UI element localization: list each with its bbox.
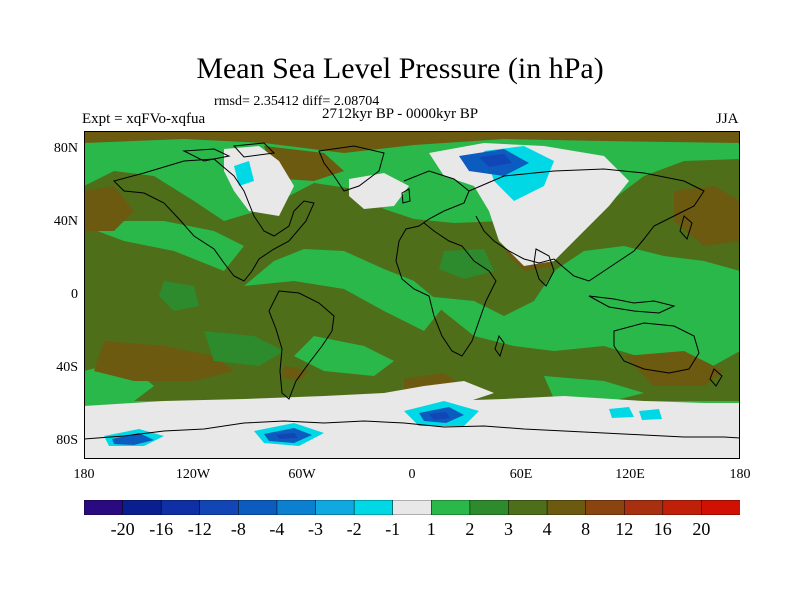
colorbar-swatch — [701, 499, 741, 516]
colorbar-swatch — [508, 499, 548, 516]
colorbar-label: 12 — [615, 519, 634, 539]
colorbar-label: 2 — [465, 519, 475, 539]
colorbar-label: -8 — [230, 519, 246, 539]
colorbar-swatch — [431, 499, 471, 516]
colorbar-label: -2 — [346, 519, 362, 539]
pressure-map — [83, 131, 741, 459]
lon-tick: 60W — [288, 467, 316, 482]
colorbar-swatch — [546, 499, 587, 516]
colorbar-swatch — [122, 499, 162, 516]
colorbar-label: -1 — [385, 519, 401, 539]
mid-green-regions — [159, 249, 494, 366]
neutral-regions — [84, 143, 740, 459]
colorbar-swatch — [623, 499, 664, 516]
colorbar-swatch — [662, 499, 703, 516]
lon-tick: 180 — [729, 467, 751, 482]
lat-tick: 0 — [71, 287, 78, 302]
lon-tick: 120W — [175, 467, 211, 482]
colorbar-label: -16 — [149, 519, 174, 539]
colorbar-label: 4 — [542, 519, 552, 539]
colorbar-label: -3 — [308, 519, 323, 539]
colorbar — [83, 499, 741, 516]
colorbar-label: -4 — [269, 519, 285, 539]
colorbar-label: 3 — [504, 519, 513, 539]
lon-tick: 180 — [73, 467, 95, 482]
colorbar-swatch — [238, 499, 278, 516]
map-panel — [83, 131, 741, 459]
coastlines — [83, 142, 741, 440]
colorbar-swatches — [83, 499, 741, 516]
colorbar-label: 8 — [581, 519, 591, 539]
colorbar-swatch — [315, 499, 355, 516]
map-frame — [84, 131, 740, 459]
lon-tick: 0 — [408, 467, 416, 482]
lat-tick: 80S — [56, 433, 78, 448]
colorbar-label: 1 — [426, 519, 436, 539]
colorbar-swatch — [276, 499, 317, 516]
colorbar-swatch — [160, 499, 201, 516]
colorbar-swatch — [469, 499, 510, 516]
colorbar-label: 16 — [653, 519, 672, 539]
season-label: JJA — [716, 111, 739, 127]
colorbar-swatch — [585, 499, 625, 516]
lat-tick: 40N — [53, 214, 78, 229]
colorbar-swatch — [392, 499, 433, 516]
colorbar-label: -12 — [187, 519, 212, 539]
map-title: Mean Sea Level Pressure (in hPa) — [196, 52, 604, 85]
colorbar-swatch — [83, 499, 124, 516]
experiment-label: Expt = xqFVo-xqfua — [82, 111, 206, 127]
period-label: 2712kyr BP - 0000kyr BP — [322, 106, 479, 122]
lon-tick: 60E — [509, 467, 533, 482]
stats-text: rmsd= 2.35412 diff= 2.08704 — [214, 94, 380, 109]
lat-tick: 80N — [53, 141, 78, 156]
colorbar-swatch — [199, 499, 240, 516]
dark-blue-regions — [276, 154, 512, 439]
lon-tick: 120E — [615, 467, 645, 482]
colorbar-label: -20 — [110, 519, 135, 539]
lat-tick: 40S — [56, 360, 78, 375]
colorbar-label: 20 — [692, 519, 711, 539]
colorbar-swatch — [353, 499, 394, 516]
